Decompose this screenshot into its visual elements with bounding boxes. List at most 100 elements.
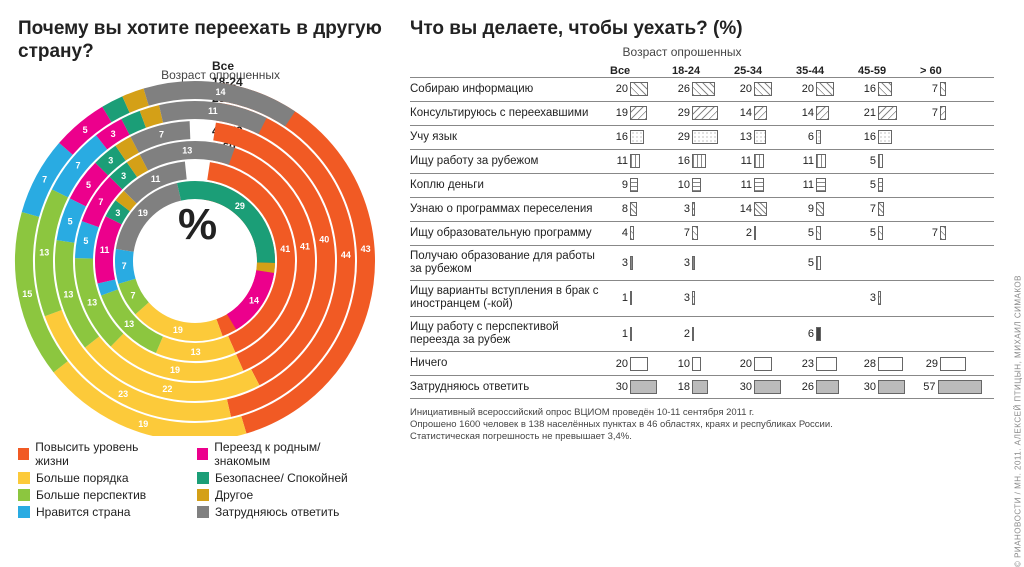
row-label: Ищу работу за рубежом	[410, 155, 610, 168]
cell-bar	[692, 291, 695, 305]
cell-bar	[630, 327, 632, 341]
cell-value: 3	[672, 292, 690, 304]
cell-value: 20	[734, 83, 752, 95]
row-label: Учу язык	[410, 131, 610, 144]
cell-bar	[630, 256, 633, 270]
ring-segment	[121, 145, 135, 153]
table-row: Коплю деньги91011115	[410, 173, 994, 197]
table-row: Ищу работу с перспективой переезда за ру…	[410, 316, 994, 351]
cell-bar	[630, 106, 647, 120]
cell-bar	[692, 178, 701, 192]
col-header: > 60	[920, 65, 982, 77]
table-cell: 14	[734, 202, 796, 216]
legend-swatch	[197, 448, 208, 460]
legend-label: Затрудняюсь ответить	[215, 505, 339, 519]
table-cell: 1	[610, 327, 672, 341]
cell-bar	[878, 178, 883, 192]
cell-value: 7	[858, 203, 876, 215]
cell-bar	[754, 130, 766, 144]
cell-value: 10	[672, 179, 690, 191]
ring-segment	[132, 162, 144, 169]
cell-bar	[630, 291, 632, 305]
table-cell: 6	[796, 327, 858, 341]
cell-value: 2	[734, 227, 752, 239]
ring-value: 19	[138, 419, 148, 429]
cell-bar	[630, 202, 637, 216]
legend-swatch	[197, 506, 209, 518]
cell-value: 3	[672, 257, 690, 269]
table-cell: 30	[858, 380, 920, 394]
cell-bar	[878, 291, 881, 305]
table-cell: 11	[734, 178, 796, 192]
credit: © РИАНОВОСТИ / МН. 2011. АЛЕКСЕЙ ПТИЦЫН,…	[1014, 275, 1023, 567]
col-header: 25-34	[734, 65, 796, 77]
table-cell: 4	[610, 226, 672, 240]
table-cell: 11	[734, 154, 796, 168]
cell-value: 14	[734, 107, 752, 119]
ring-segment	[123, 197, 130, 206]
ring-value: 29	[235, 201, 245, 211]
table-cell: 3	[672, 291, 734, 305]
legend-label: Больше перспектив	[36, 488, 146, 502]
data-table: Собираю информацию20262020167Консультиру…	[410, 77, 994, 399]
cell-bar	[754, 154, 764, 168]
cell-value: 11	[796, 179, 814, 191]
cell-bar	[816, 380, 839, 394]
row-label: Собираю информацию	[410, 83, 610, 96]
ring-value: 3	[111, 129, 116, 139]
table-row: Получаю образование для работы за рубежо…	[410, 245, 994, 280]
table-cell: 3	[610, 256, 672, 270]
cell-value: 29	[672, 107, 690, 119]
table-cell: 29	[672, 130, 734, 144]
table-cell: 7	[920, 226, 982, 240]
cell-value: 7	[672, 227, 690, 239]
row-label: Коплю деньги	[410, 179, 610, 192]
cell-bar	[940, 357, 966, 371]
col-header: 35-44	[796, 65, 858, 77]
cell-value: 19	[610, 107, 628, 119]
cell-value: 14	[796, 107, 814, 119]
cell-value: 6	[796, 328, 814, 340]
table-cell: 16	[858, 130, 920, 144]
cell-bar	[816, 357, 837, 371]
ring-value: 19	[138, 208, 148, 218]
cell-value: 26	[672, 83, 690, 95]
ring-value: 11	[208, 106, 218, 116]
legend-label: Повысить уровень жизни	[35, 440, 167, 468]
cell-value: 10	[672, 358, 690, 370]
cell-value: 23	[796, 358, 814, 370]
col-header: 45-59	[858, 65, 920, 77]
cell-bar	[754, 82, 772, 96]
table-row: Ничего201020232829	[410, 351, 994, 375]
table-cell: 6	[796, 130, 858, 144]
cell-value: 8	[610, 203, 628, 215]
col-header: 18-24	[672, 65, 734, 77]
cell-bar	[940, 82, 946, 96]
table-cell: 26	[796, 380, 858, 394]
cell-bar	[878, 357, 903, 371]
cell-bar	[754, 226, 756, 240]
table-cell: 21	[858, 106, 920, 120]
cell-bar	[754, 106, 767, 120]
cell-value: 20	[734, 358, 752, 370]
cell-bar	[754, 380, 781, 394]
cell-bar	[630, 178, 638, 192]
cell-bar	[754, 202, 767, 216]
table-row: Узнаю о программах переселения831497	[410, 197, 994, 221]
table-cell: 7	[858, 202, 920, 216]
cell-bar	[630, 357, 648, 371]
cell-value: 20	[796, 83, 814, 95]
cell-bar	[692, 357, 701, 371]
cell-value: 16	[858, 83, 876, 95]
cell-value: 2	[672, 328, 690, 340]
cell-value: 3	[672, 203, 690, 215]
cell-value: 1	[610, 292, 628, 304]
cell-value: 5	[858, 179, 876, 191]
ring-segment	[126, 97, 146, 104]
right-panel: Что вы делаете, чтобы уехать? (%) Возрас…	[400, 0, 1024, 550]
table-cell: 11	[610, 154, 672, 168]
table-row: Консультируюсь с переехавшими19291414217	[410, 101, 994, 125]
ring-value: 14	[249, 295, 259, 305]
cell-bar	[754, 178, 764, 192]
cell-value: 3	[858, 292, 876, 304]
